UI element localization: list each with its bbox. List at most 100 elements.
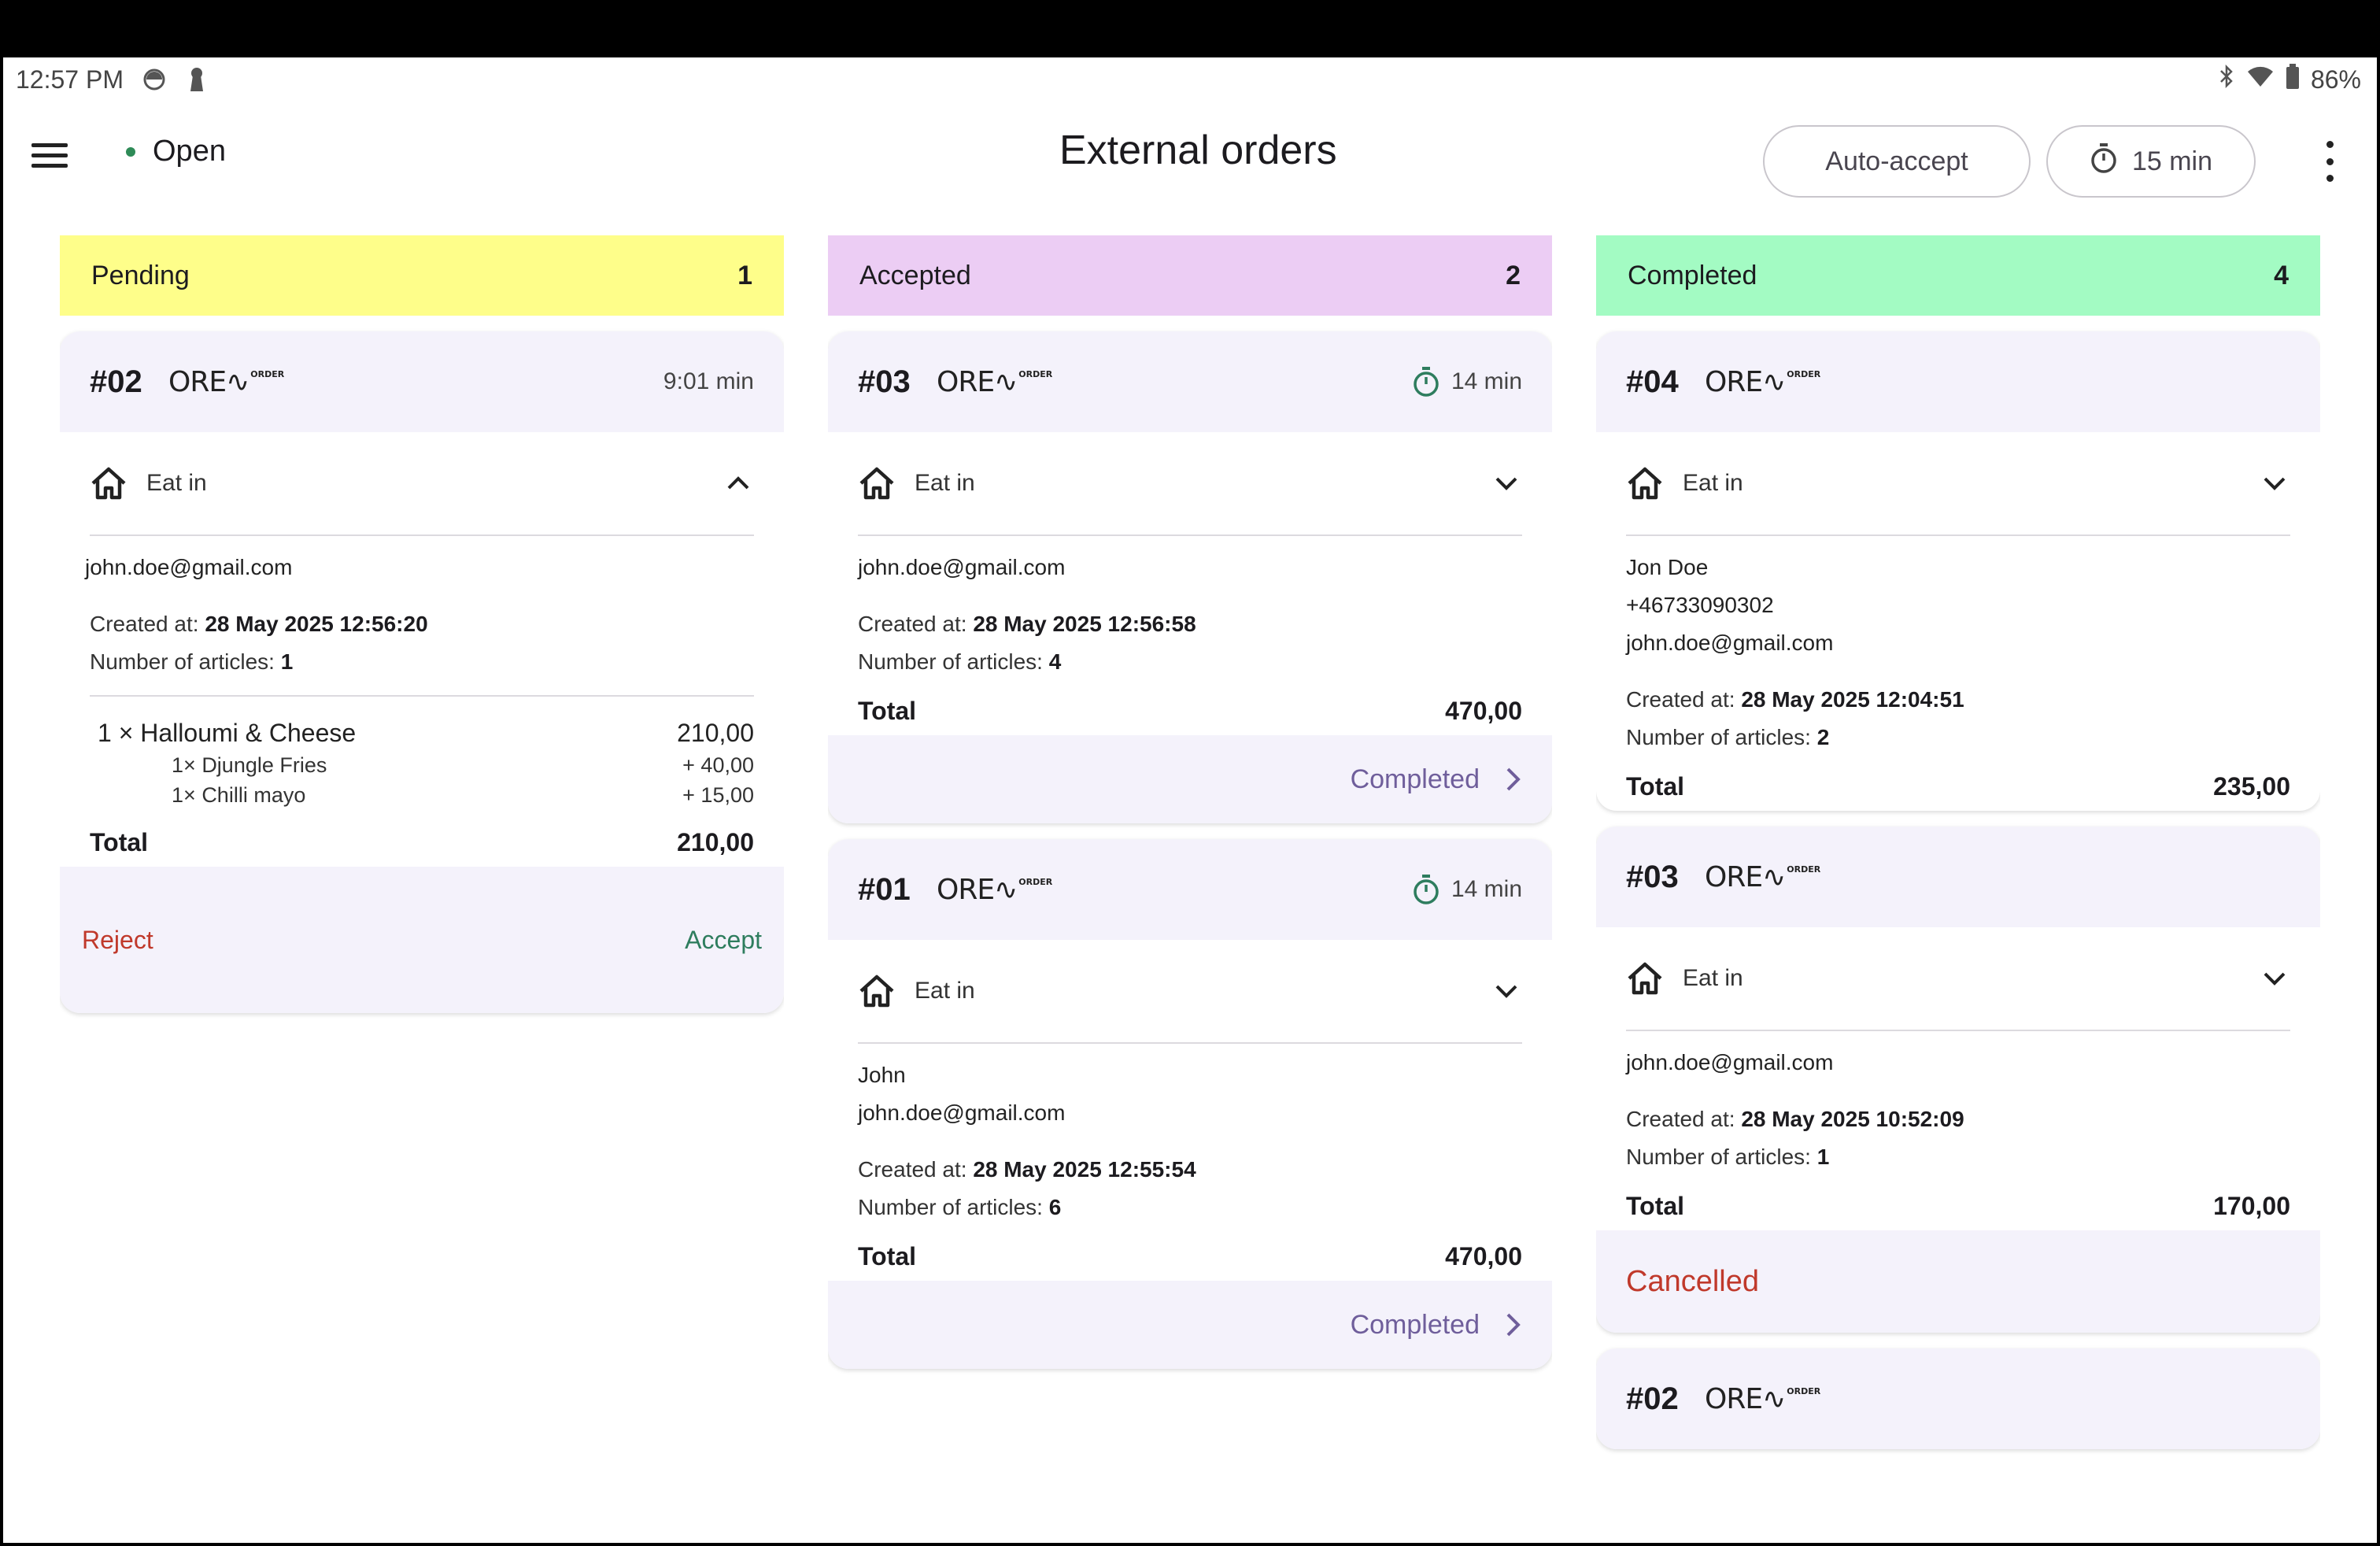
order-number: #02 — [90, 364, 142, 399]
column-title: Pending — [91, 260, 190, 290]
brand-logo: ORE∿ ORDER — [937, 366, 1052, 398]
column-count: 2 — [1506, 260, 1521, 290]
accepted-column: Accepted 2 #03 ORE∿ ORDER 14 min Eat in j… — [828, 235, 1552, 1518]
created-value: 28 May 2025 12:56:20 — [205, 612, 428, 636]
item-qty: 1 × — [98, 719, 134, 747]
more-dot — [2326, 141, 2334, 148]
brand-logo-text: ORE∿ — [1705, 860, 1786, 893]
order-type-row[interactable]: Eat in — [90, 432, 754, 536]
mark-completed-button[interactable]: Completed — [1351, 764, 1522, 795]
article-count: Number of articles: 1 — [1626, 1138, 2290, 1176]
prep-time-button[interactable]: 15 min — [2046, 125, 2256, 198]
divider — [90, 695, 754, 697]
order-type-label: Eat in — [146, 470, 207, 496]
total-label: Total — [858, 697, 917, 725]
article-count: Number of articles: 4 — [858, 643, 1522, 681]
total-row: Total 170,00 — [1626, 1176, 2290, 1230]
created-at: Created at: 28 May 2025 12:56:58 — [858, 605, 1522, 643]
item-extra: 1× Djungle Fries + 40,00 — [90, 748, 754, 778]
order-card[interactable]: #03 ORE∿ ORDER Eat in john.doe@gmail.com … — [1596, 827, 2320, 1333]
column-title: Accepted — [859, 260, 971, 290]
brand-logo-sup: ORDER — [250, 368, 285, 379]
order-item: 1 × Halloumi & Cheese 210,00 — [90, 697, 754, 748]
column-title: Completed — [1628, 260, 1757, 290]
total-row: Total 210,00 — [90, 808, 754, 867]
articles-value: 2 — [1816, 725, 1830, 749]
total-value: 210,00 — [677, 828, 754, 856]
more-options-button[interactable] — [2320, 141, 2339, 182]
total-row: Total 470,00 — [858, 1226, 1522, 1281]
total-value: 470,00 — [1445, 697, 1522, 725]
created-label: Created at: — [858, 612, 967, 636]
auto-accept-button[interactable]: Auto-accept — [1763, 125, 2031, 198]
customer-email: john.doe@gmail.com — [1626, 1050, 1834, 1074]
elapsed-time: 14 min — [1412, 874, 1522, 905]
total-label: Total — [1626, 1192, 1685, 1220]
order-footer: Completed — [828, 1281, 1552, 1369]
cancelled-status: Cancelled — [1626, 1264, 1759, 1298]
order-type-row[interactable]: Eat in — [858, 432, 1522, 536]
brand-logo: ORE∿ ORDER — [1705, 366, 1820, 398]
order-card[interactable]: #02 ORE∿ ORDER — [1596, 1348, 2320, 1449]
articles-value: 1 — [280, 649, 294, 674]
customer-email: john.doe@gmail.com — [858, 555, 1066, 579]
articles-value: 1 — [1816, 1145, 1830, 1169]
order-type-row[interactable]: Eat in — [858, 940, 1522, 1044]
brand-logo-sup: ORDER — [1787, 864, 1821, 875]
chevron-down-icon[interactable] — [1491, 975, 1522, 1007]
chevron-up-icon[interactable] — [722, 468, 754, 499]
mark-completed-label: Completed — [1350, 764, 1480, 794]
store-status[interactable]: Open — [126, 135, 226, 168]
menu-icon-bar — [31, 142, 68, 147]
menu-icon-bar — [31, 153, 68, 157]
column-count: 4 — [2274, 260, 2289, 290]
order-card[interactable]: #02 ORE∿ ORDER 9:01 min Eat in john.doe@g… — [60, 331, 784, 1013]
customer-phone: +46733090302 — [1626, 593, 1774, 617]
order-type-row[interactable]: Eat in — [1626, 432, 2290, 536]
order-number: #01 — [858, 871, 911, 907]
chevron-down-icon[interactable] — [2259, 468, 2290, 499]
chevron-down-icon[interactable] — [2259, 963, 2290, 994]
store-status-label: Open — [153, 135, 226, 168]
order-card-header: #03 ORE∿ ORDER 14 min — [828, 331, 1552, 432]
brand-logo-sup: ORDER — [1018, 368, 1053, 379]
order-card[interactable]: #03 ORE∿ ORDER 14 min Eat in john.doe@gma… — [828, 331, 1552, 823]
created-value: 28 May 2025 10:52:09 — [1741, 1107, 1964, 1131]
article-count: Number of articles: 1 — [90, 643, 754, 681]
accept-button[interactable]: Accept — [685, 925, 762, 954]
item-extra: 1× Chilli mayo + 15,00 — [90, 778, 754, 808]
order-card-header: #04 ORE∿ ORDER — [1596, 331, 2320, 432]
order-card-header: #03 ORE∿ ORDER — [1596, 827, 2320, 927]
chevron-down-icon[interactable] — [1491, 468, 1522, 499]
created-value: 28 May 2025 12:55:54 — [973, 1157, 1196, 1182]
articles-label: Number of articles: — [858, 649, 1043, 674]
home-icon — [91, 467, 126, 500]
articles-label: Number of articles: — [90, 649, 275, 674]
chevron-right-icon — [1506, 1313, 1521, 1337]
reject-button[interactable]: Reject — [82, 925, 153, 954]
menu-icon-bar — [31, 163, 68, 168]
order-card[interactable]: #04 ORE∿ ORDER Eat in Jon Doe +4673309030… — [1596, 331, 2320, 811]
home-icon — [1628, 467, 1662, 500]
extra-price: + 15,00 — [682, 783, 754, 807]
order-card-body: Eat in Jon Doe +46733090302 john.doe@gma… — [1596, 432, 2320, 811]
order-card[interactable]: #01 ORE∿ ORDER 14 min Eat in John john.do… — [828, 839, 1552, 1369]
total-value: 170,00 — [2213, 1192, 2290, 1220]
order-type-label: Eat in — [915, 978, 975, 1004]
total-value: 235,00 — [2213, 772, 2290, 801]
menu-button[interactable] — [31, 133, 76, 177]
pending-header: Pending 1 — [60, 235, 784, 316]
order-card-header: #02 ORE∿ ORDER — [1596, 1348, 2320, 1449]
status-bar: 12:57 PM 86% — [3, 57, 2377, 103]
order-card-body: Eat in John john.doe@gmail.com Created a… — [828, 940, 1552, 1281]
item-name: Halloumi & Cheese — [140, 719, 357, 747]
article-count: Number of articles: 2 — [1626, 719, 2290, 756]
order-type-row[interactable]: Eat in — [1626, 927, 2290, 1031]
created-at: Created at: 28 May 2025 12:56:20 — [90, 605, 754, 643]
mark-completed-button[interactable]: Completed — [1351, 1310, 1522, 1341]
home-icon — [1628, 962, 1662, 995]
elapsed-label: 14 min — [1451, 368, 1522, 394]
customer-email: john.doe@gmail.com — [858, 1100, 1066, 1125]
created-at: Created at: 28 May 2025 10:52:09 — [1626, 1100, 2290, 1138]
order-footer: Completed — [828, 735, 1552, 823]
